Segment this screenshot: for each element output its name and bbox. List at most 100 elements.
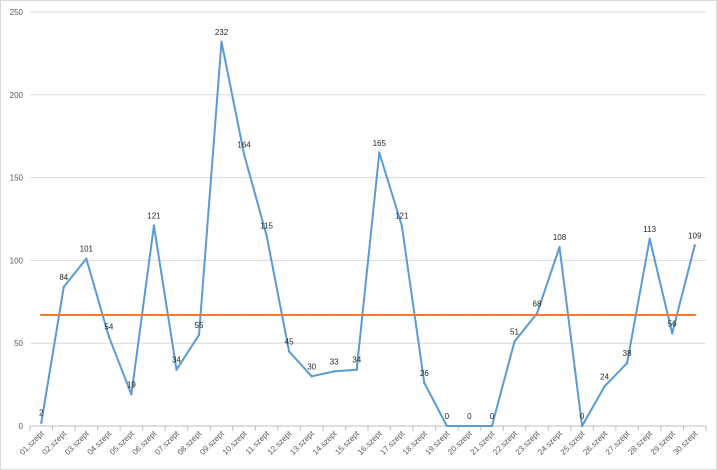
data-point	[378, 313, 381, 317]
data-label: 33	[330, 357, 339, 366]
data-label: 232	[215, 28, 229, 37]
axes: 05010015020025001.szept02.szept03.szept0…	[10, 8, 707, 457]
data-point	[220, 40, 223, 44]
data-point	[85, 313, 88, 317]
x-tick-label: 10.szept	[221, 429, 249, 457]
data-point	[242, 153, 246, 156]
data-label: 84	[59, 273, 68, 282]
data-point	[445, 313, 449, 317]
data-label: 54	[104, 323, 113, 332]
data-point	[671, 313, 674, 317]
data-point	[558, 313, 561, 317]
data-point	[107, 335, 111, 338]
data-label: 164	[237, 140, 251, 149]
data-point	[535, 313, 539, 317]
data-label: 113	[643, 225, 656, 234]
data-label: 56	[668, 319, 677, 328]
data-point	[490, 313, 494, 317]
data-label: 26	[420, 369, 429, 378]
y-tick-label: 50	[14, 339, 23, 348]
data-label: 55	[195, 321, 204, 330]
data-label: 30	[307, 362, 316, 371]
data-point	[580, 424, 584, 428]
data-label: 24	[600, 372, 609, 381]
data-point	[62, 313, 65, 317]
data-label: 121	[147, 212, 161, 221]
data-label: 109	[688, 231, 702, 240]
series	[40, 40, 696, 428]
data-point	[85, 257, 88, 260]
data-point	[130, 393, 133, 396]
data-point	[40, 313, 43, 317]
y-tick-label: 250	[10, 8, 24, 17]
data-point	[175, 368, 178, 371]
gridlines	[30, 11, 706, 344]
y-tick-label: 200	[10, 91, 24, 100]
data-point	[333, 313, 336, 317]
data-point	[445, 424, 449, 428]
data-label: 2	[39, 409, 44, 418]
data-label: 34	[352, 356, 361, 365]
data-point	[152, 313, 156, 317]
data-point	[107, 313, 111, 317]
data-point	[197, 333, 201, 337]
data-point	[648, 237, 651, 241]
data-point	[490, 424, 494, 428]
data-point	[287, 350, 291, 353]
data-label: 68	[533, 299, 542, 308]
data-point	[648, 313, 651, 317]
data-point	[62, 285, 65, 289]
data-point	[310, 375, 313, 378]
data-point	[423, 313, 426, 317]
data-point	[242, 313, 246, 317]
data-point	[287, 313, 291, 317]
data-label: 38	[623, 349, 632, 358]
data-point	[603, 385, 606, 388]
data-point	[220, 313, 223, 317]
data-label: 45	[285, 337, 294, 346]
data-point	[603, 313, 606, 317]
data-label: 34	[172, 356, 181, 365]
data-point	[468, 424, 471, 428]
data-point	[423, 381, 426, 385]
data-point	[175, 313, 178, 317]
data-point	[400, 313, 403, 317]
data-point	[40, 421, 43, 424]
y-tick-label: 150	[10, 174, 24, 183]
data-label: 0	[490, 412, 495, 421]
data-point	[671, 332, 674, 335]
data-point	[693, 244, 696, 247]
series-line-1	[40, 40, 696, 427]
data-point	[513, 340, 516, 343]
data-point	[468, 313, 471, 317]
data-point	[152, 224, 156, 227]
y-tick-label: 0	[19, 422, 24, 431]
data-labels: 2 84 101 54 19 121 34 55 232 164 115 45 30 33 34 165 121…	[39, 28, 702, 421]
data-point	[265, 234, 268, 237]
data-point	[400, 224, 403, 227]
data-point	[355, 368, 358, 371]
data-label: 165	[373, 139, 387, 148]
data-point	[693, 313, 696, 317]
data-point	[625, 361, 629, 365]
data-label: 115	[260, 222, 273, 231]
data-point	[197, 313, 201, 317]
data-point	[535, 312, 539, 315]
data-label: 0	[445, 412, 450, 421]
data-point	[513, 313, 516, 317]
data-point	[580, 313, 584, 317]
data-label: 0	[580, 412, 585, 421]
data-label: 101	[80, 245, 94, 254]
data-label: 0	[467, 412, 472, 421]
data-point	[265, 313, 268, 317]
data-point	[130, 313, 133, 317]
data-point	[558, 245, 561, 249]
data-label: 19	[127, 381, 136, 390]
data-label: 108	[553, 233, 567, 242]
data-point	[625, 313, 629, 317]
data-point	[310, 313, 313, 317]
data-point	[355, 313, 358, 317]
x-tick-label: 30.szept	[671, 429, 699, 457]
